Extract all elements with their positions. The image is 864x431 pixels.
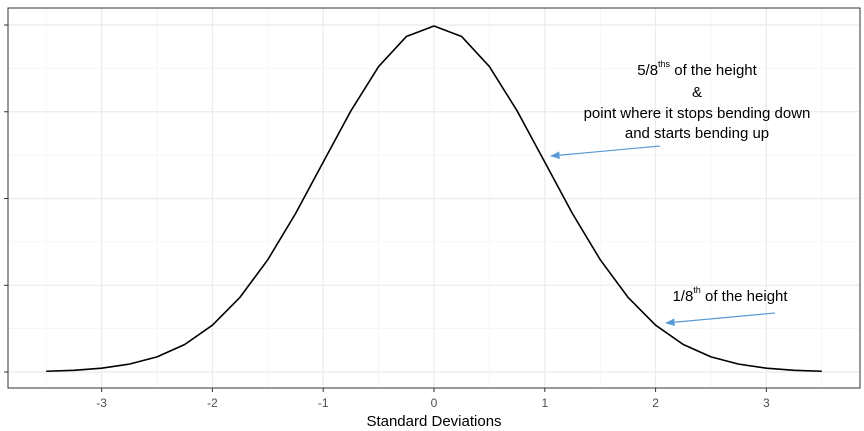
annotation-arrow <box>550 145 661 160</box>
x-tick-label: 2 <box>652 396 659 410</box>
x-tick-label: 1 <box>541 396 548 410</box>
x-tick-label: -2 <box>207 396 218 410</box>
annotation-line: point where it stops bending down <box>584 105 811 122</box>
x-tick-label: 0 <box>431 396 438 410</box>
x-axis-title: Standard Deviations <box>366 413 501 430</box>
x-tick-label: -3 <box>96 396 107 410</box>
annotation-line: 5/8ths of the height <box>637 59 757 79</box>
plot <box>46 25 822 373</box>
x-tick-label: -1 <box>318 396 329 410</box>
annotation-arrow <box>665 312 776 327</box>
annotation-line: and starts bending up <box>625 125 769 142</box>
annotation-line: & <box>692 84 702 101</box>
curve <box>46 25 822 373</box>
x-tick-label: 3 <box>763 396 770 410</box>
annotation-line: 1/8th of the height <box>672 285 788 305</box>
